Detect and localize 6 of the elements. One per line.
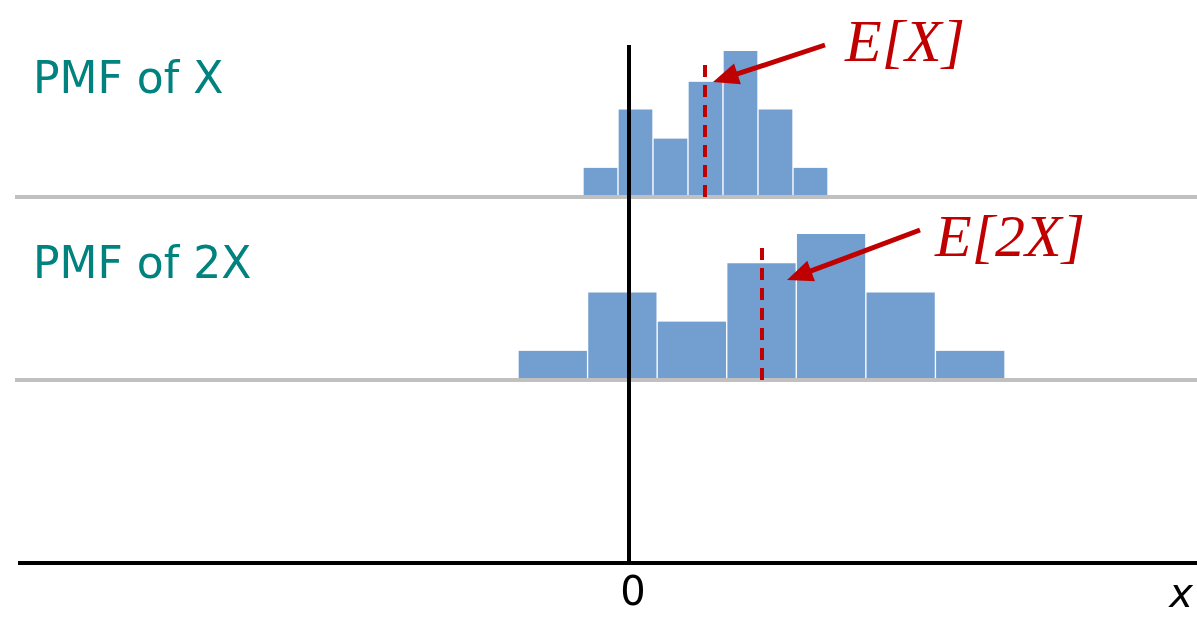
annotation: E[2X] (934, 202, 1085, 269)
text: 0 (620, 568, 646, 615)
y-axis-title: PMF of 2X (33, 237, 252, 288)
y-axis-title: PMF of X (33, 52, 224, 103)
text: E[X] (844, 7, 965, 74)
x-axis-title: x (1167, 570, 1194, 617)
